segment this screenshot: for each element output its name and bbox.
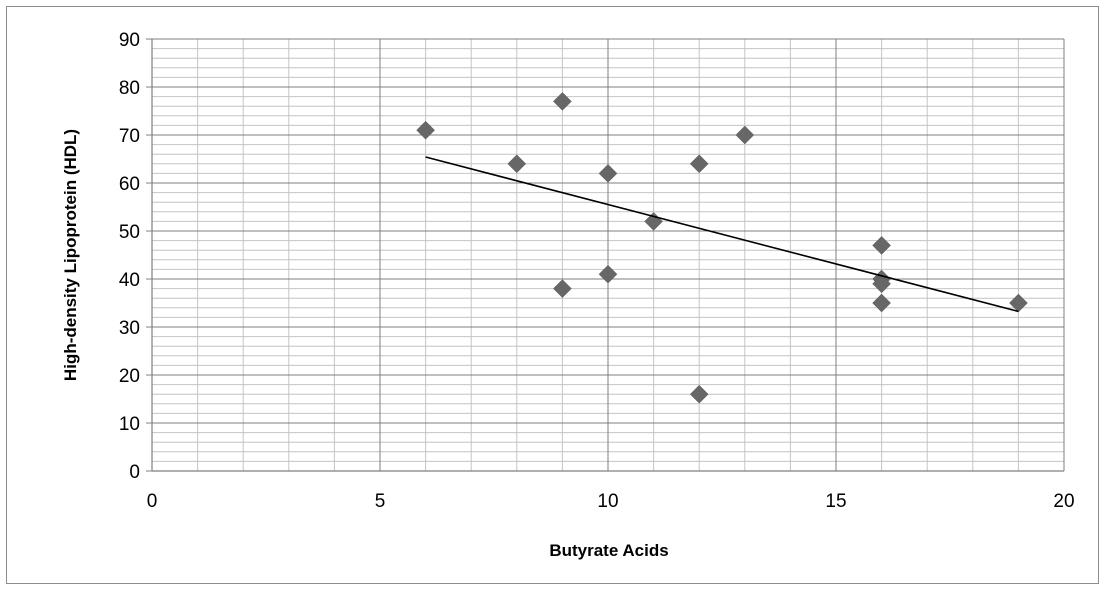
y-tick-label: 90 xyxy=(119,30,140,51)
y-tick-label: 60 xyxy=(119,174,140,195)
data-point xyxy=(689,384,709,404)
data-point xyxy=(598,164,618,183)
data-point xyxy=(872,293,891,313)
y-tick-label: 50 xyxy=(119,222,140,243)
x-tick-label: 0 xyxy=(147,491,158,512)
y-axis-title: High-density Lipoprotein (HDL) xyxy=(61,129,80,381)
data-points xyxy=(416,92,1028,404)
data-point xyxy=(507,154,527,174)
trendline-group xyxy=(425,156,1019,313)
x-tick-label: 15 xyxy=(825,491,846,512)
y-tick-label: 70 xyxy=(119,126,140,147)
data-point xyxy=(553,92,572,111)
data-point xyxy=(598,264,618,284)
data-point xyxy=(416,120,435,140)
data-point xyxy=(872,236,891,255)
x-axis-title: Butyrate Acids xyxy=(549,541,668,560)
trendline xyxy=(425,156,1019,313)
chart-area xyxy=(6,6,1099,584)
data-point xyxy=(689,154,709,174)
y-tick-label: 0 xyxy=(129,462,140,483)
y-tick-label: 40 xyxy=(119,270,140,291)
x-tick-label: 10 xyxy=(597,491,618,512)
x-tick-labels: 0 5 10 15 20 xyxy=(147,491,1075,512)
data-point xyxy=(872,274,891,294)
x-tick-label: 20 xyxy=(1053,491,1074,512)
y-tick-label: 30 xyxy=(119,318,140,339)
data-point xyxy=(735,125,755,145)
y-tick-label: 20 xyxy=(119,366,140,387)
data-point xyxy=(1009,293,1028,313)
data-point xyxy=(553,279,572,298)
axes xyxy=(146,38,1064,472)
y-tick-label: 80 xyxy=(119,78,140,99)
y-tick-label: 10 xyxy=(119,414,140,435)
x-tick-label: 5 xyxy=(375,491,386,512)
y-tick-labels: 0 10 20 30 40 50 60 70 80 90 xyxy=(119,30,140,483)
